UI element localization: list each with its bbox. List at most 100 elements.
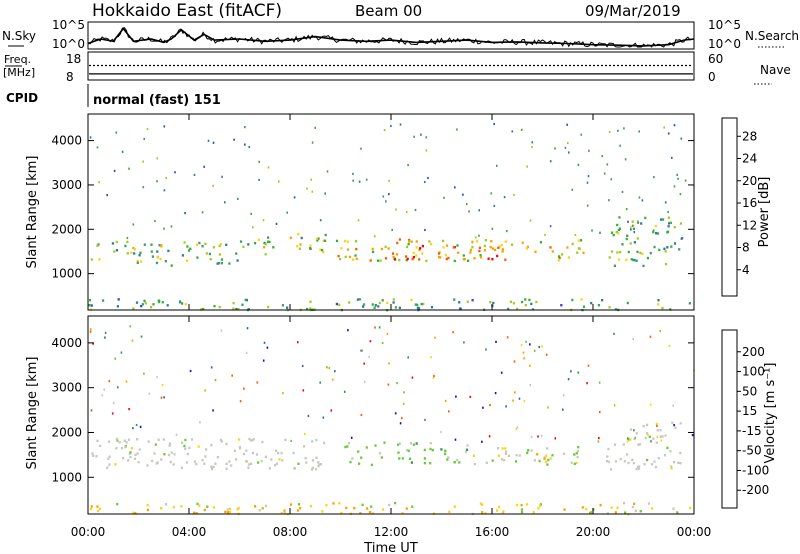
- power-cell: [612, 233, 615, 237]
- velocity-cell: [257, 461, 260, 464]
- power-cell: [590, 301, 593, 305]
- power-cell: [478, 249, 481, 253]
- power-cell: [244, 298, 247, 302]
- velocity-cell: [204, 389, 206, 392]
- velocity-cell: [575, 461, 578, 465]
- velocity-cell: [330, 409, 333, 412]
- velocity-cell: [614, 511, 617, 514]
- velocity-cell: [448, 510, 451, 513]
- power-cell: [475, 240, 479, 243]
- power-cell: [335, 239, 339, 243]
- velocity-cell: [111, 412, 114, 415]
- power-cell: [496, 254, 499, 258]
- velocity-cell: [382, 508, 385, 511]
- velocity-cell: [268, 467, 271, 470]
- power-cell: [239, 240, 243, 243]
- power-cell: [479, 256, 483, 259]
- power-cell: [203, 165, 205, 168]
- power-cell: [158, 300, 161, 304]
- power-cell: [447, 256, 450, 260]
- power-cell: [311, 141, 314, 144]
- power-cell: [335, 302, 338, 306]
- velocity-cell: [479, 502, 482, 505]
- power-cell: [684, 179, 687, 182]
- velocity-cell: [297, 503, 301, 506]
- velocity-cell: [423, 462, 426, 465]
- power-cell: [142, 160, 144, 163]
- power-cell: [639, 251, 642, 255]
- velocity-cell: [305, 461, 308, 464]
- velocity-cell: [130, 447, 134, 450]
- power-cell: [262, 219, 265, 222]
- power-cell: [535, 300, 538, 304]
- velocity-cell: [523, 399, 526, 403]
- velocity-cell: [399, 422, 402, 425]
- velocity-cell: [263, 341, 266, 344]
- power-cell: [567, 141, 569, 145]
- velocity-cell: [401, 417, 403, 420]
- power-cell: [352, 172, 354, 175]
- power-cell: [371, 303, 374, 306]
- velocity-cell: [270, 458, 273, 461]
- power-cell: [398, 258, 401, 262]
- velocity-cell: [633, 429, 635, 432]
- noise-panel-frame: [87, 21, 695, 50]
- power-cell: [456, 128, 458, 131]
- power-cell: [653, 176, 655, 179]
- velocity-cell: [151, 459, 154, 463]
- power-cell: [469, 251, 472, 254]
- velocity-cell: [366, 507, 369, 510]
- power-cell: [641, 252, 644, 255]
- velocity-cell: [358, 462, 361, 465]
- power-cell: [322, 250, 325, 254]
- power-cell: [630, 226, 632, 229]
- power-cell: [586, 204, 589, 207]
- velocity-cell: [649, 335, 652, 338]
- velocity-cell: [627, 438, 631, 441]
- velocity-cell: [570, 370, 572, 373]
- velocity-cell: [394, 501, 397, 505]
- velocity-cell: [203, 462, 206, 465]
- power-cell: [398, 238, 401, 241]
- power-cell: [649, 251, 652, 255]
- freq-left-tick-low: 8: [66, 70, 74, 84]
- power-cell: [201, 211, 204, 214]
- velocity-cell: [374, 444, 377, 447]
- velocity-cell: [302, 389, 305, 392]
- power-cell: [618, 216, 621, 219]
- velocity-cell: [115, 447, 118, 450]
- power-cell: [560, 304, 563, 307]
- power-cell: [478, 246, 481, 249]
- power-cell: [369, 259, 372, 262]
- velocity-cell: [624, 511, 627, 514]
- velocity-cell: [261, 507, 264, 510]
- power-cell: [174, 171, 176, 174]
- velocity-cell: [188, 446, 191, 450]
- power-cell: [654, 224, 657, 228]
- power-cell: [126, 240, 129, 244]
- power-cell: [408, 238, 411, 242]
- velocity-cell: [154, 443, 157, 446]
- power-cell: [126, 252, 129, 255]
- power-cell: [392, 255, 395, 259]
- velocity-heatmap-cells: [89, 325, 695, 516]
- velocity-cell: [148, 392, 151, 395]
- velocity-cell: [458, 461, 461, 464]
- velocity-cell: [523, 357, 525, 360]
- velocity-cell: [245, 351, 248, 354]
- velocity-cell: [242, 452, 245, 456]
- power-cell: [90, 258, 93, 261]
- velocity-cell: [466, 444, 469, 447]
- velocity-cell: [661, 435, 664, 438]
- power-cell: [258, 178, 260, 181]
- velocity-colorbar-frame: [721, 329, 738, 509]
- velocity-cell: [189, 369, 192, 373]
- power-ytick-label: 2000: [51, 222, 82, 236]
- power-cell: [136, 261, 139, 264]
- velocity-cell: [347, 329, 349, 332]
- velocity-ylabel: Slant Range [km]: [25, 357, 40, 470]
- velocity-cell: [415, 442, 418, 445]
- power-cell: [442, 246, 445, 249]
- power-cell: [466, 300, 469, 303]
- power-cell: [627, 250, 630, 254]
